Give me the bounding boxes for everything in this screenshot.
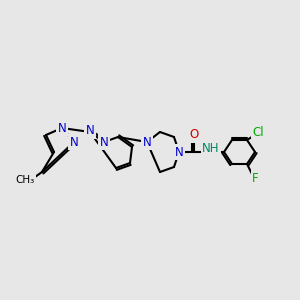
Text: N: N <box>85 124 94 137</box>
Text: O: O <box>189 128 199 142</box>
Text: N: N <box>100 136 108 148</box>
Text: N: N <box>142 136 152 148</box>
Text: N: N <box>70 136 78 148</box>
Text: Cl: Cl <box>252 125 264 139</box>
Text: N: N <box>58 122 66 134</box>
Text: N: N <box>175 146 183 158</box>
Text: CH₃: CH₃ <box>15 175 34 185</box>
Text: F: F <box>252 172 258 184</box>
Text: NH: NH <box>202 142 220 155</box>
